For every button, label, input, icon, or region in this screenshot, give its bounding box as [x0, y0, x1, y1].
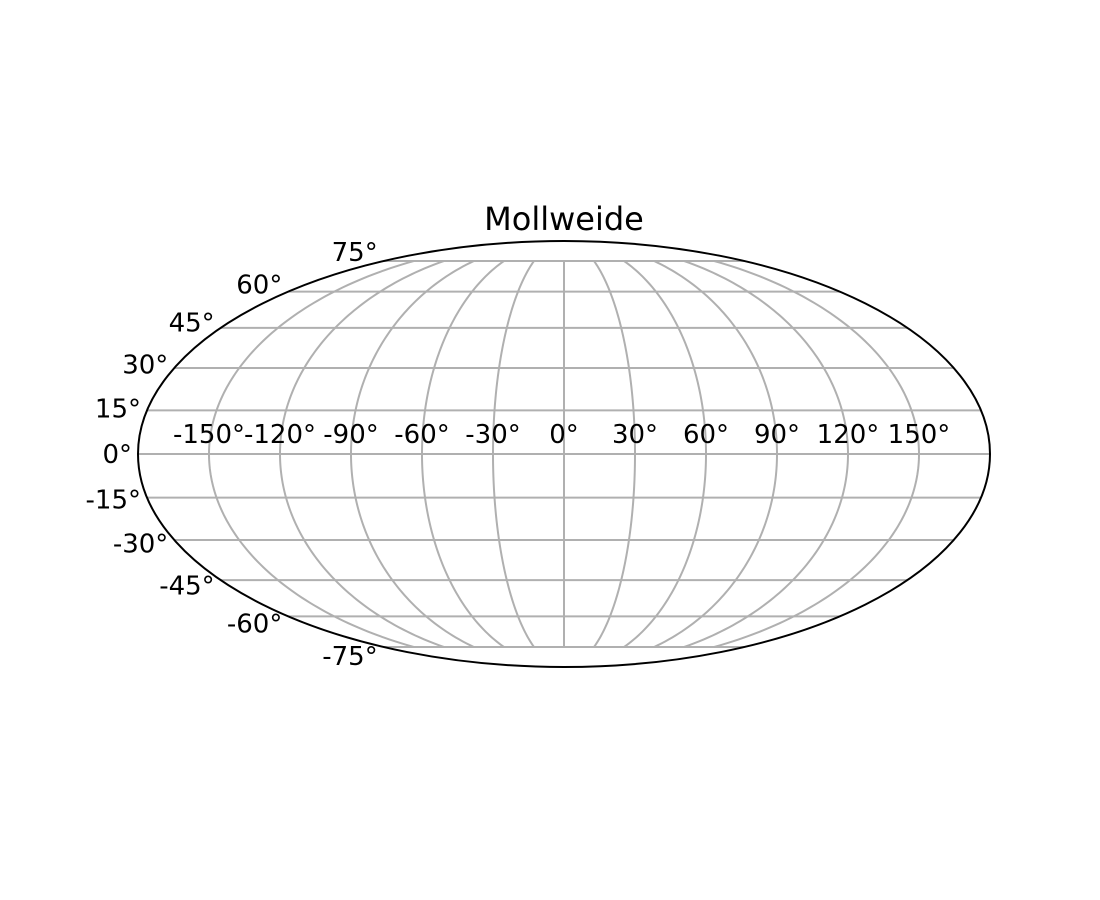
- latitude-tick-label: -60°: [227, 610, 282, 640]
- longitude-tick-label: 90°: [754, 420, 800, 450]
- longitude-tick-label: -90°: [323, 420, 378, 450]
- chart-title: Mollweide: [484, 200, 644, 238]
- longitude-tick-label: -150°: [173, 420, 245, 450]
- longitude-tick-label: 150°: [888, 420, 951, 450]
- meridian-gridline: [207, 260, 415, 648]
- latitude-tick-labels: 75° 60° 45°30° 15° 0° -15° -30° -45° -60° -75°: [86, 238, 378, 672]
- latitude-tick-label: 15°: [95, 395, 141, 425]
- longitude-tick-label: 30°: [612, 420, 658, 450]
- meridian-gridline: [653, 260, 779, 648]
- longitude-tick-label: 60°: [683, 420, 729, 450]
- longitude-tick-label: -60°: [394, 420, 449, 450]
- longitude-tick-labels: -150°-120° -90° -60° -30° 0° 30° 60° 90° 120° 150…: [173, 420, 950, 450]
- longitude-tick-label: 120°: [817, 420, 880, 450]
- meridian-gridline: [278, 260, 445, 648]
- meridian-gridline: [420, 260, 505, 648]
- latitude-tick-label: -30°: [113, 530, 168, 560]
- latitude-tick-label: -45°: [159, 572, 214, 602]
- meridian-gridline: [683, 260, 850, 648]
- meridian-gridline: [623, 260, 708, 648]
- latitude-tick-label: 45°: [169, 309, 215, 339]
- latitude-tick-label: 0°: [102, 440, 132, 470]
- meridian-gridline: [491, 260, 535, 648]
- map-frame: [136, 240, 992, 668]
- graticule: [138, 260, 990, 648]
- latitude-tick-label: -75°: [322, 642, 377, 672]
- latitude-tick-label: 60°: [236, 270, 282, 300]
- longitude-tick-label: -120°: [244, 420, 316, 450]
- longitude-tick-label: 0°: [549, 420, 579, 450]
- latitude-tick-label: 75°: [332, 238, 378, 268]
- latitude-tick-label: -15°: [86, 485, 141, 515]
- latitude-tick-label: 30°: [122, 350, 168, 380]
- longitude-tick-label: -30°: [465, 420, 520, 450]
- meridian-gridline: [593, 260, 637, 648]
- meridian-gridline: [349, 260, 475, 648]
- meridian-gridline: [713, 260, 921, 648]
